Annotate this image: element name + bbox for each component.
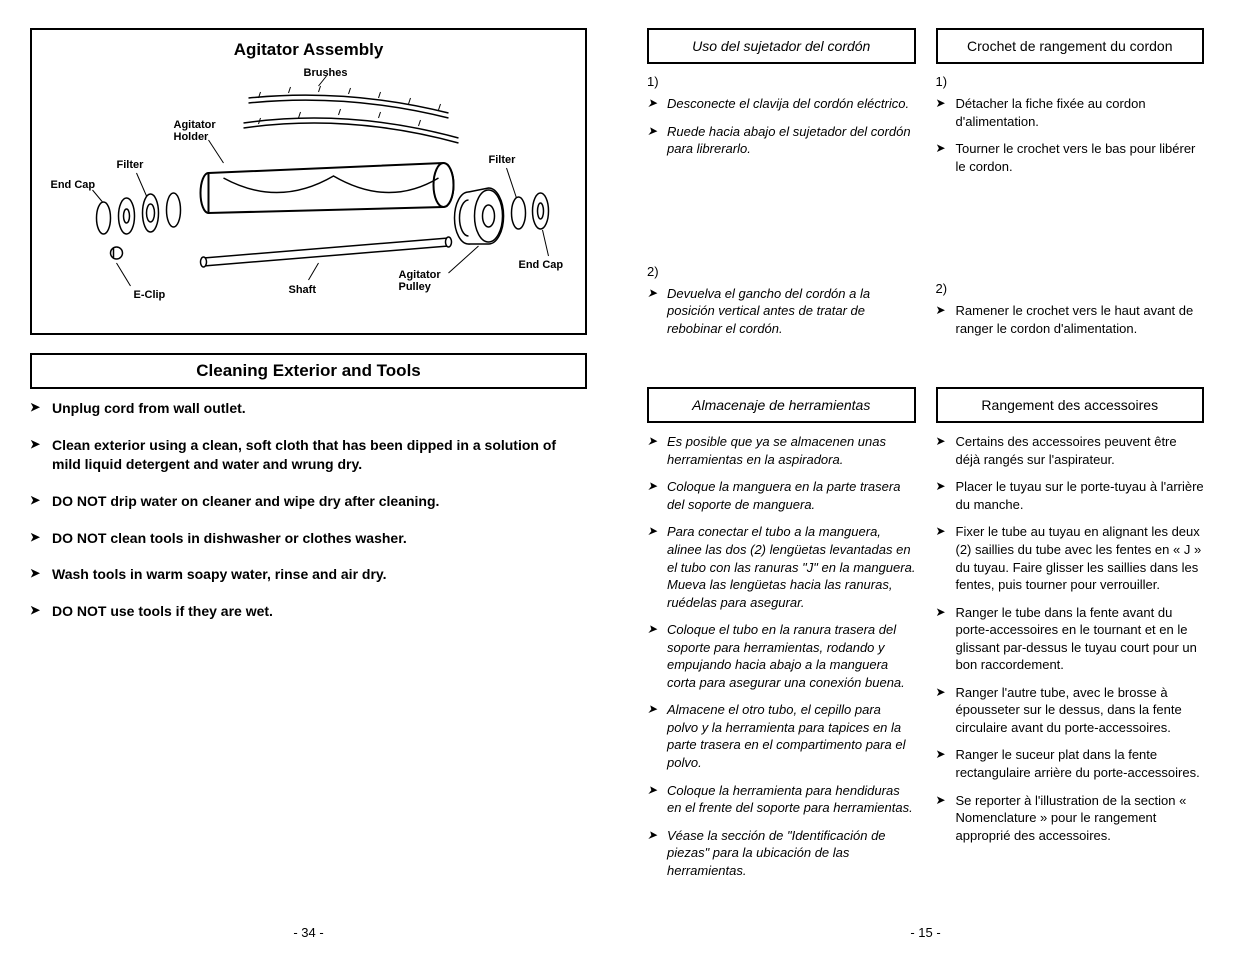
french-step1-list: Détacher la fiche fixée au cordon d'alim… bbox=[936, 95, 1205, 175]
label-shaft: Shaft bbox=[289, 284, 317, 296]
cleaning-list: Unplug cord from wall outlet. Clean exte… bbox=[30, 399, 587, 621]
list-item: DO NOT clean tools in dishwasher or clot… bbox=[30, 529, 587, 548]
list-item: Para conectar el tubo a la manguera, ali… bbox=[647, 523, 916, 611]
list-item: Desconecte el clavija del cordón eléctri… bbox=[647, 95, 916, 113]
cleaning-title: Cleaning Exterior and Tools bbox=[30, 353, 587, 389]
page-number-left: - 34 - bbox=[0, 925, 617, 940]
list-item: Almacene el otro tubo, el cepillo para p… bbox=[647, 701, 916, 771]
spanish-step2-list: Devuelva el gancho del cordón a la posic… bbox=[647, 285, 916, 338]
list-item: Coloque el tubo en la ranura trasera del… bbox=[647, 621, 916, 691]
spanish-tools-title: Almacenaje de herramientas bbox=[647, 387, 916, 423]
list-item: Placer le tuyau sur le porte-tuyau à l'a… bbox=[936, 478, 1205, 513]
list-item: Ranger le tube dans la fente avant du po… bbox=[936, 604, 1205, 674]
label-filter-r: Filter bbox=[489, 154, 517, 166]
figure-title: Agitator Assembly bbox=[42, 40, 575, 60]
agitator-figure: Agitator Assembly bbox=[30, 28, 587, 335]
list-item: Wash tools in warm soapy water, rinse an… bbox=[30, 565, 587, 584]
list-item: DO NOT drip water on cleaner and wipe dr… bbox=[30, 492, 587, 511]
step-label: 2) bbox=[647, 264, 916, 279]
page-right: Uso del sujetador del cordón 1) Desconec… bbox=[617, 0, 1234, 954]
spanish-cord-title: Uso del sujetador del cordón bbox=[647, 28, 916, 64]
list-item: Ranger l'autre tube, avec le brosse à ép… bbox=[936, 684, 1205, 737]
label-end-cap-r: End Cap bbox=[519, 259, 564, 271]
step-label: 1) bbox=[647, 74, 916, 89]
tools-section: Almacenaje de herramientas Es posible qu… bbox=[647, 387, 1204, 889]
list-item: DO NOT use tools if they are wet. bbox=[30, 602, 587, 621]
list-item: Ranger le suceur plat dans la fente rect… bbox=[936, 746, 1205, 781]
french-tools-col: Rangement des accessoires Certains des a… bbox=[936, 387, 1205, 889]
label-filter-l: Filter bbox=[117, 159, 145, 171]
list-item: Se reporter à l'illustration de la secti… bbox=[936, 792, 1205, 845]
list-item: Véase la sección de "Identificación de p… bbox=[647, 827, 916, 880]
cord-hook-section: Uso del sujetador del cordón 1) Desconec… bbox=[647, 28, 1204, 347]
list-item: Certains des accessoires peuvent être dé… bbox=[936, 433, 1205, 468]
spanish-tools-list: Es posible que ya se almacenen unas herr… bbox=[647, 433, 916, 879]
list-item: Es posible que ya se almacenen unas herr… bbox=[647, 433, 916, 468]
list-item: Coloque la herramienta para hendiduras e… bbox=[647, 782, 916, 817]
list-item: Fixer le tube au tuyau en alignant les d… bbox=[936, 523, 1205, 593]
step-label: 1) bbox=[936, 74, 1205, 89]
label-brushes: Brushes bbox=[304, 68, 348, 79]
label-agitator-pulley: AgitatorPulley bbox=[399, 269, 442, 293]
list-item: Détacher la fiche fixée au cordon d'alim… bbox=[936, 95, 1205, 130]
spanish-step1-list: Desconecte el clavija del cordón eléctri… bbox=[647, 95, 916, 158]
spanish-col: Uso del sujetador del cordón 1) Desconec… bbox=[647, 28, 916, 347]
agitator-diagram: Brushes AgitatorHolder Filter End Cap E-… bbox=[42, 68, 575, 318]
list-item: Ruede hacia abajo el sujetador del cordó… bbox=[647, 123, 916, 158]
list-item: Unplug cord from wall outlet. bbox=[30, 399, 587, 418]
label-agitator-holder: AgitatorHolder bbox=[174, 119, 217, 143]
french-tools-title: Rangement des accessoires bbox=[936, 387, 1205, 423]
list-item: Clean exterior using a clean, soft cloth… bbox=[30, 436, 587, 474]
step-label: 2) bbox=[936, 281, 1205, 296]
french-step2-list: Ramener le crochet vers le haut avant de… bbox=[936, 302, 1205, 337]
page-number-right: - 15 - bbox=[617, 925, 1234, 940]
list-item: Ramener le crochet vers le haut avant de… bbox=[936, 302, 1205, 337]
label-e-clip: E-Clip bbox=[134, 289, 166, 301]
page-left: Agitator Assembly bbox=[0, 0, 617, 954]
list-item: Tourner le crochet vers le bas pour libé… bbox=[936, 140, 1205, 175]
label-end-cap-l: End Cap bbox=[51, 179, 96, 191]
french-tools-list: Certains des accessoires peuvent être dé… bbox=[936, 433, 1205, 844]
list-item: Devuelva el gancho del cordón a la posic… bbox=[647, 285, 916, 338]
french-col: Crochet de rangement du cordon 1) Détach… bbox=[936, 28, 1205, 347]
list-item: Coloque la manguera en la parte trasera … bbox=[647, 478, 916, 513]
spanish-tools-col: Almacenaje de herramientas Es posible qu… bbox=[647, 387, 916, 889]
french-cord-title: Crochet de rangement du cordon bbox=[936, 28, 1205, 64]
